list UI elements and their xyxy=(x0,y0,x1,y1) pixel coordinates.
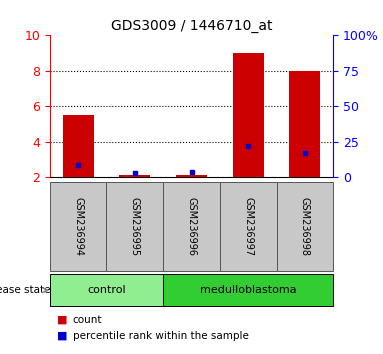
Text: count: count xyxy=(73,315,102,325)
Text: GSM236994: GSM236994 xyxy=(73,197,83,256)
Bar xyxy=(277,182,333,271)
Text: medulloblastoma: medulloblastoma xyxy=(200,285,296,295)
Text: GSM236996: GSM236996 xyxy=(187,197,196,256)
Bar xyxy=(163,274,333,306)
Bar xyxy=(62,115,94,177)
Text: percentile rank within the sample: percentile rank within the sample xyxy=(73,331,249,341)
Bar xyxy=(50,182,106,271)
Bar xyxy=(176,175,207,177)
Text: GSM236997: GSM236997 xyxy=(243,197,253,256)
Title: GDS3009 / 1446710_at: GDS3009 / 1446710_at xyxy=(111,19,272,33)
Text: GSM236995: GSM236995 xyxy=(130,197,140,256)
Text: disease state: disease state xyxy=(0,285,50,295)
Bar xyxy=(289,71,321,177)
Text: ■: ■ xyxy=(57,315,68,325)
Bar xyxy=(106,182,163,271)
Text: control: control xyxy=(87,285,126,295)
Bar xyxy=(163,182,220,271)
Text: GSM236998: GSM236998 xyxy=(300,197,310,256)
Bar xyxy=(119,175,151,177)
Bar xyxy=(220,182,277,271)
Text: ■: ■ xyxy=(57,331,68,341)
Bar xyxy=(50,274,163,306)
Bar xyxy=(232,53,264,177)
